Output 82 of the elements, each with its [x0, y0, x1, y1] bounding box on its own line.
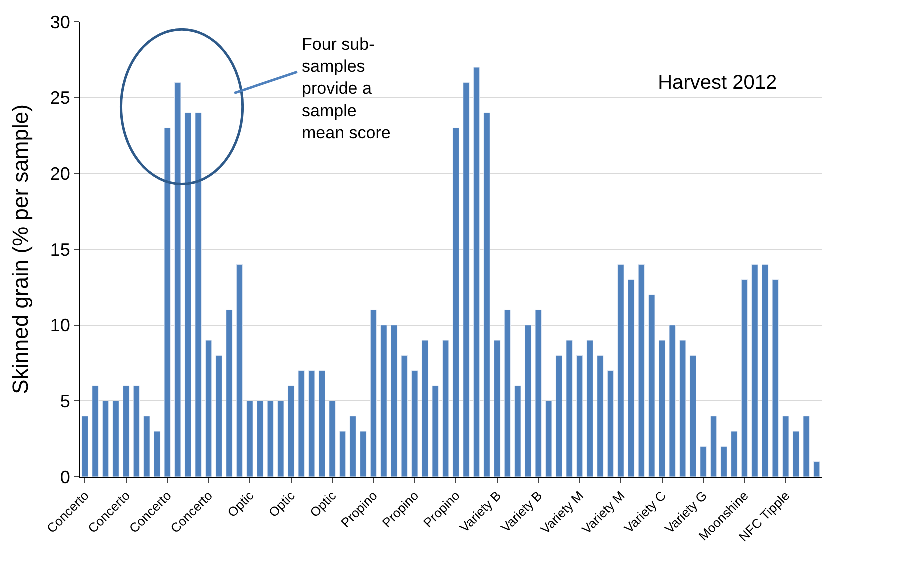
- bar: [680, 340, 686, 477]
- y-tick-label: 0: [60, 467, 70, 488]
- bar: [112, 400, 120, 477]
- bar: [524, 325, 532, 477]
- bar: [792, 431, 800, 477]
- bar: [535, 310, 542, 477]
- bar: [741, 280, 748, 477]
- bar: [597, 355, 604, 477]
- bar: [762, 264, 769, 477]
- bar: [154, 431, 161, 477]
- y-axis-title: Skinned grain (% per sample): [8, 104, 34, 394]
- y-tick-label: 20: [50, 164, 70, 184]
- text: Harvest 2012: [658, 72, 778, 94]
- bar: [473, 67, 480, 477]
- bar: [380, 325, 388, 477]
- bar: [123, 386, 130, 477]
- bar: [452, 128, 460, 477]
- bar: [184, 112, 192, 477]
- bar: [350, 416, 356, 477]
- bar: [236, 264, 244, 477]
- bar: [690, 355, 697, 477]
- bar: [144, 416, 150, 477]
- bar: [814, 462, 820, 477]
- bar: [370, 310, 378, 477]
- bar: [607, 370, 614, 477]
- bar: [442, 340, 450, 477]
- y-tick-label: 15: [50, 240, 70, 260]
- bar: [772, 280, 779, 477]
- bar: [504, 310, 512, 477]
- bar: [803, 416, 810, 477]
- bar: [422, 340, 429, 477]
- bar: [288, 386, 295, 477]
- bar: [92, 386, 99, 477]
- bar: [102, 400, 110, 477]
- y-tick-label: 10: [50, 316, 70, 336]
- bar: [318, 370, 326, 477]
- bar: [782, 416, 790, 477]
- bar: [308, 370, 316, 477]
- bar: [494, 340, 501, 477]
- y-tick-label: 30: [50, 12, 70, 32]
- y-tick-label: 5: [60, 391, 70, 412]
- bar: [628, 280, 635, 477]
- bar: [174, 82, 182, 477]
- bar: [463, 82, 470, 477]
- bar: [246, 400, 254, 477]
- bar: [390, 325, 398, 477]
- bar: [484, 112, 490, 477]
- bar: [432, 386, 439, 477]
- bar: [298, 370, 305, 477]
- bar: [618, 264, 624, 477]
- bar: [720, 446, 728, 477]
- bar: [752, 264, 758, 477]
- bar: [514, 386, 522, 477]
- bar: [648, 294, 656, 477]
- bar: [658, 340, 666, 477]
- bar: [329, 400, 336, 477]
- bar: [412, 370, 418, 477]
- annotation: Four sub- samples provide a sample mean score: [302, 35, 391, 142]
- y-tick-label: 25: [50, 88, 70, 108]
- bar: [638, 264, 645, 477]
- bar: [205, 340, 212, 477]
- bar: [339, 431, 346, 477]
- bar: [556, 355, 563, 477]
- bar: [401, 355, 408, 477]
- bar: [669, 325, 676, 477]
- bar: [216, 355, 222, 477]
- bar: [195, 112, 202, 477]
- bar: [576, 355, 584, 477]
- bar: [133, 386, 140, 477]
- bar: [257, 400, 264, 477]
- bar: [546, 400, 552, 477]
- bar: [82, 416, 88, 477]
- bar: [360, 431, 367, 477]
- bar: [278, 400, 284, 477]
- bar: [267, 400, 274, 477]
- bar: [566, 340, 573, 477]
- bar: [164, 128, 171, 477]
- bar: [700, 446, 707, 477]
- bar: [731, 431, 738, 477]
- bar: [710, 416, 718, 477]
- bar: [226, 310, 233, 477]
- bar: [586, 340, 594, 477]
